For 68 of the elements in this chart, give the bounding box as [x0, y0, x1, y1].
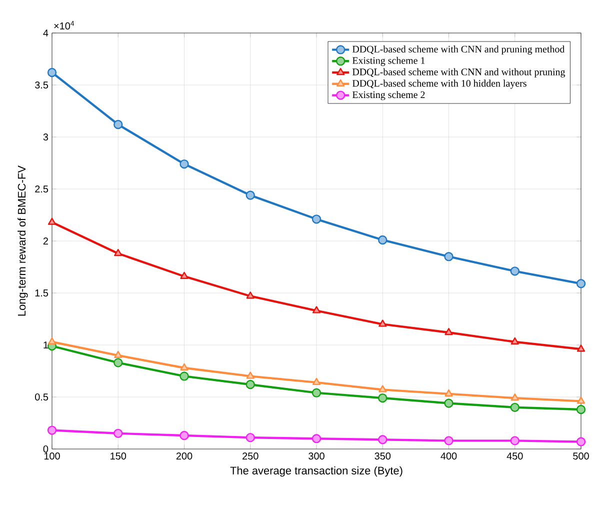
point	[114, 358, 123, 368]
point	[180, 372, 189, 381]
point	[576, 279, 586, 288]
point	[378, 235, 388, 245]
x-tick-label: 150	[110, 452, 126, 460]
point	[114, 248, 122, 256]
point	[378, 320, 387, 327]
y-tick-label: 1	[44, 342, 48, 348]
point	[444, 436, 454, 446]
y-tick-label: 3.5	[35, 81, 48, 89]
x-tick-label: 500	[573, 452, 589, 460]
x-tick-label: 300	[308, 452, 324, 460]
y-tick-label: 2.5	[35, 185, 48, 193]
point	[246, 292, 254, 299]
point	[510, 436, 520, 446]
legend-label: Existing scheme 2	[352, 91, 425, 100]
point	[180, 272, 188, 279]
point	[47, 426, 57, 435]
point	[378, 393, 388, 403]
point	[378, 385, 387, 392]
legend-label: DDQL-based scheme with CNN and without pruning	[352, 68, 566, 78]
point	[510, 393, 519, 401]
point	[444, 398, 454, 408]
y-tick-label: 3	[43, 133, 48, 141]
point	[180, 363, 188, 370]
legend-label: DDQL-based scheme with 10 hidden layers	[352, 80, 526, 89]
point	[312, 214, 322, 224]
point	[114, 120, 123, 130]
point	[180, 430, 189, 440]
point	[510, 337, 519, 344]
point	[312, 388, 322, 398]
point	[510, 266, 520, 276]
y-tick-label: 0	[43, 445, 48, 453]
point	[378, 435, 388, 444]
x-tick-label: 350	[374, 452, 391, 460]
y-tick-label: 2	[43, 238, 48, 244]
point	[246, 372, 254, 379]
point	[246, 432, 255, 442]
point	[312, 306, 321, 314]
point	[444, 252, 454, 262]
point	[576, 404, 586, 414]
y-tick-label: 4	[43, 30, 48, 36]
point	[510, 402, 520, 412]
point	[444, 389, 453, 396]
point	[246, 190, 255, 200]
legend-label: DDQL-based scheme with CNN and pruning method	[352, 45, 565, 55]
y-tick-label: 1.5	[35, 290, 48, 296]
x-tick-label: 200	[176, 452, 192, 460]
point	[114, 350, 122, 358]
x-tick-label: 250	[242, 452, 258, 460]
x-tick-label: 400	[440, 452, 457, 460]
point	[576, 396, 586, 404]
x-axis-title: The average transaction size (Byte)	[230, 466, 402, 477]
y-axis-title: Long-term reward of BMEC-FV	[18, 166, 28, 316]
point	[576, 437, 586, 446]
point	[114, 428, 123, 438]
text: ×10$^{4}$	[54, 20, 74, 30]
point	[246, 380, 255, 390]
x-tick-label: 100	[44, 452, 60, 460]
point	[576, 344, 586, 352]
point	[312, 378, 321, 386]
point	[444, 328, 453, 336]
y-tick-label: 0.5	[35, 393, 48, 401]
legend-label: Existing scheme 1	[352, 56, 425, 66]
point	[180, 159, 189, 169]
x-tick-label: 450	[506, 452, 523, 460]
point	[312, 434, 322, 444]
point	[47, 68, 57, 78]
